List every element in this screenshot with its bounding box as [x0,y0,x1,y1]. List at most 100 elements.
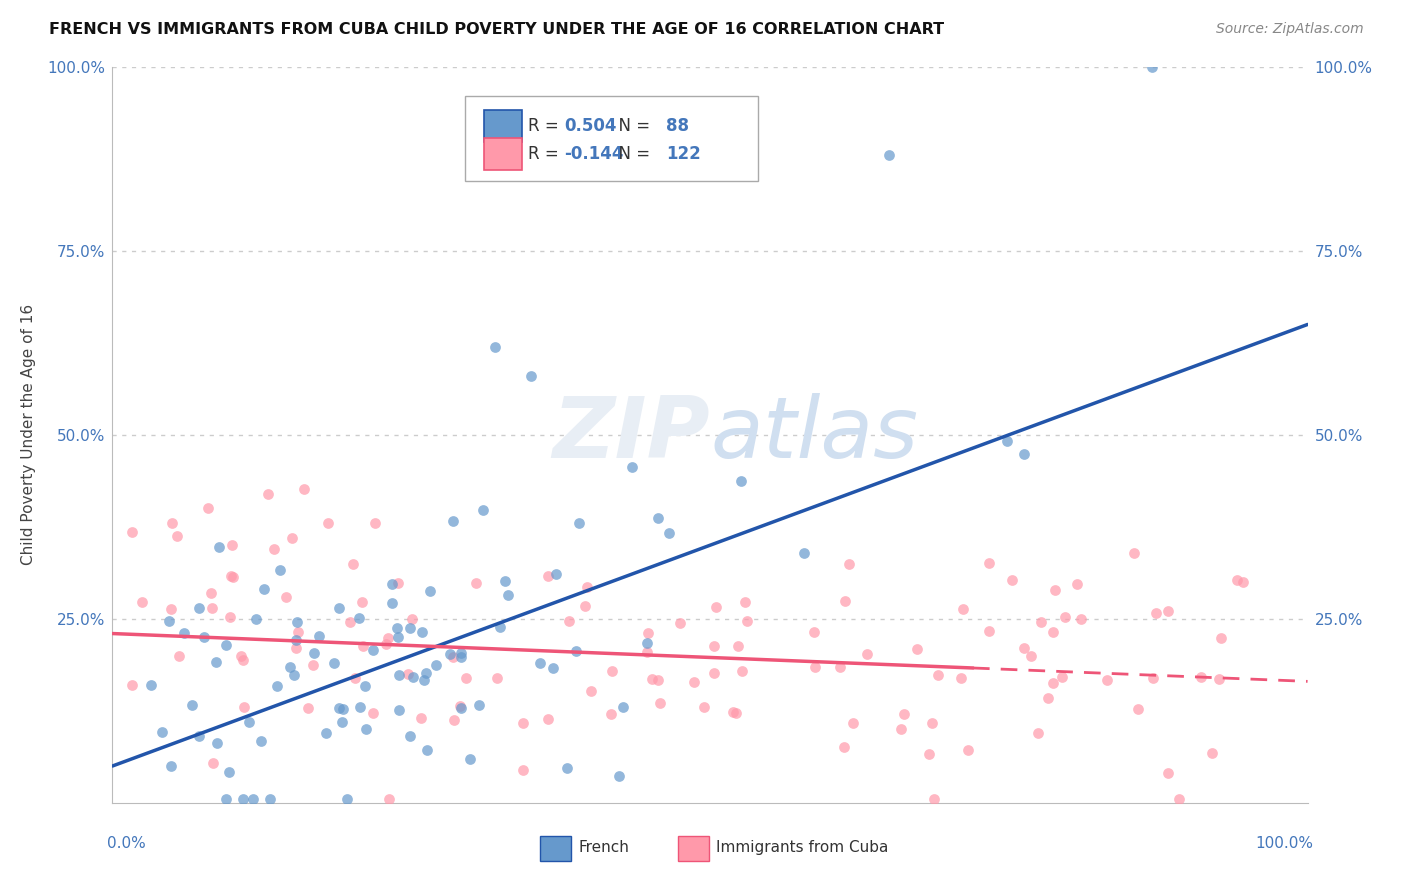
Point [387,630,409,644]
FancyBboxPatch shape [484,138,523,170]
Point [253,582,276,597]
Point [575,580,598,594]
Point [647,673,669,687]
Text: Immigrants from Cuba: Immigrants from Cuba [716,840,889,855]
Point [276,590,298,604]
Point [1043,583,1066,598]
Point [354,723,377,737]
Point [668,615,690,630]
Point [121,678,143,692]
Point [512,715,534,730]
Point [658,525,681,540]
Point [957,742,980,756]
Text: atlas: atlas [710,393,918,476]
Point [724,706,747,720]
Point [834,594,856,608]
Point [520,369,543,384]
Point [439,647,461,661]
Point [283,668,305,682]
Point [995,434,1018,448]
Point [269,563,291,577]
Text: 100.0%: 100.0% [1256,836,1313,851]
Point [1123,546,1146,560]
Point [330,714,353,729]
Point [202,756,225,770]
Point [214,792,236,806]
Point [1157,604,1180,618]
Point [328,701,350,715]
Point [193,630,215,644]
Point [512,763,534,777]
Point [1070,612,1092,626]
Point [703,666,725,681]
Point [921,716,943,731]
Point [266,679,288,693]
FancyBboxPatch shape [678,836,709,861]
Point [472,503,495,517]
Point [285,641,308,656]
Point [205,655,228,669]
Point [411,624,433,639]
Point [464,575,486,590]
Point [609,769,631,783]
Point [693,700,716,714]
Point [242,792,264,806]
Point [1019,649,1042,664]
Point [1012,447,1035,461]
Point [1042,624,1064,639]
Point [704,599,727,614]
Point [922,792,945,806]
Point [263,541,285,556]
Point [1142,671,1164,685]
Point [388,667,411,681]
Point [352,595,374,609]
Point [301,658,323,673]
FancyBboxPatch shape [465,96,758,181]
Point [377,632,399,646]
Point [648,696,671,710]
Point [458,752,481,766]
Point [727,639,749,653]
Point [388,703,411,717]
Point [316,516,339,530]
Point [412,673,434,687]
Text: N =: N = [609,145,655,163]
Text: 88: 88 [666,117,689,135]
Point [546,567,568,582]
Point [979,557,1001,571]
Point [197,501,219,516]
Point [328,601,350,615]
Point [285,615,308,629]
Point [160,601,183,615]
Point [486,671,509,685]
Point [218,764,240,779]
Point [557,614,579,628]
Point [162,516,183,530]
Point [396,667,419,681]
Point [222,570,245,584]
Point [292,483,315,497]
Point [361,643,384,657]
Point [443,713,465,727]
Point [647,510,669,524]
Point [565,644,588,658]
Point [636,636,658,650]
Point [214,638,236,652]
Point [278,660,301,674]
Y-axis label: Child Poverty Under the Age of 16: Child Poverty Under the Age of 16 [21,304,37,566]
Point [735,614,758,628]
Point [401,612,423,626]
Point [257,487,280,501]
Point [579,683,602,698]
Point [398,729,420,743]
Point [416,743,439,757]
Point [364,516,387,530]
Text: R =: R = [529,145,564,163]
Point [181,698,204,713]
Point [415,665,437,680]
Point [979,624,1001,638]
Point [496,588,519,602]
Point [841,715,863,730]
Point [599,707,621,722]
Point [131,595,153,609]
